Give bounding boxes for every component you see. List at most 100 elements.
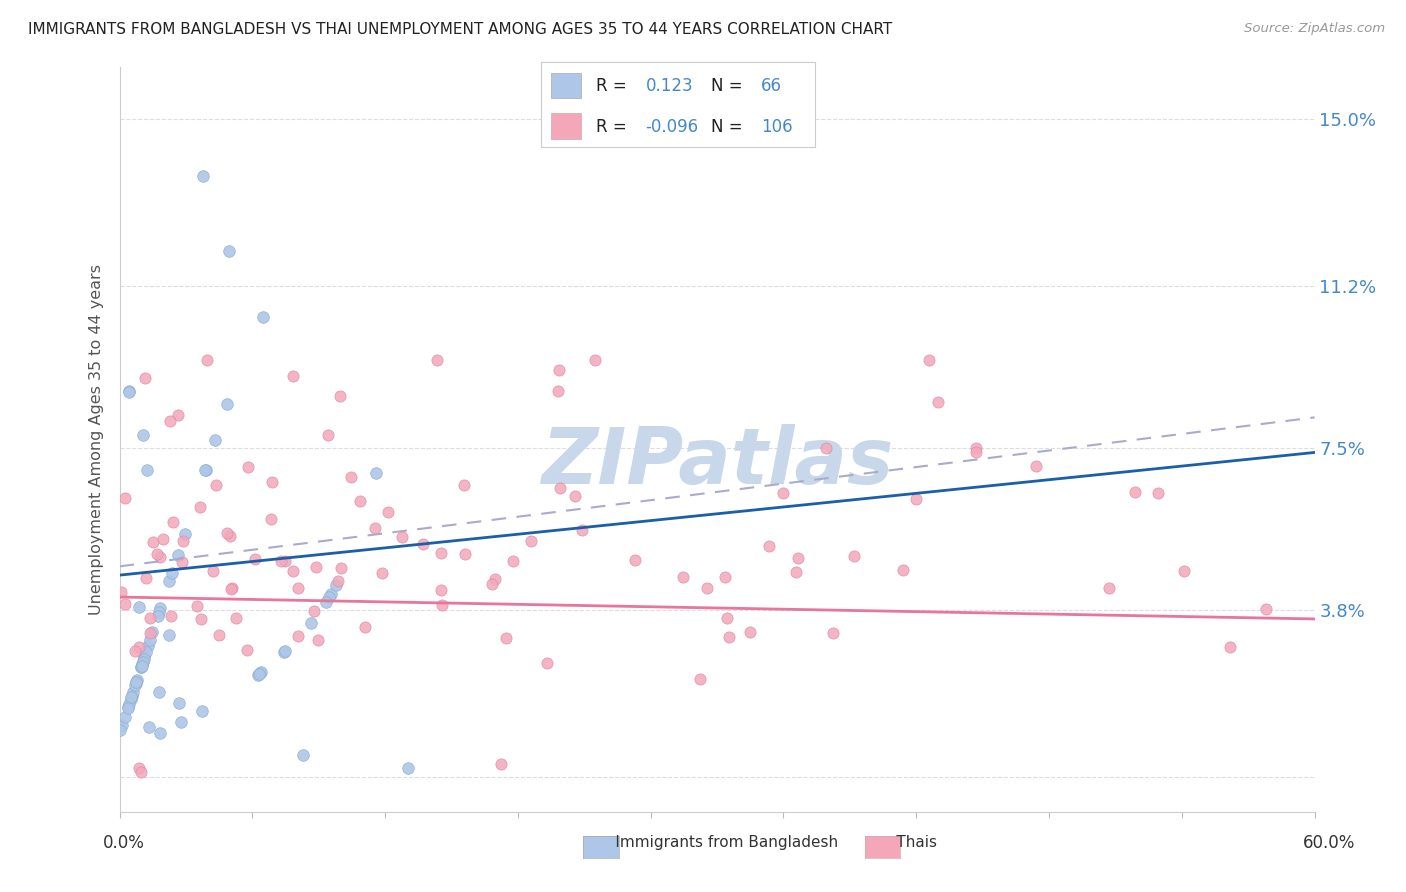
Point [152, 532, 174, 546]
Point [208, 628, 231, 642]
Point [114, 597, 136, 611]
Point [305, 559, 328, 574]
Point [315, 595, 337, 609]
Text: -0.096: -0.096 [645, 118, 699, 136]
Point [160, 566, 183, 580]
Point [162, 516, 184, 530]
Point [159, 609, 181, 624]
Point [132, 428, 155, 442]
Point [139, 625, 162, 640]
Point [536, 656, 558, 670]
Point [131, 658, 153, 673]
Point [218, 244, 240, 258]
Point [274, 553, 297, 567]
Point [502, 554, 524, 568]
Point [194, 462, 217, 476]
Point [124, 678, 146, 692]
Point [238, 459, 260, 474]
Point [495, 632, 517, 646]
Point [548, 481, 571, 495]
Text: N =: N = [711, 78, 748, 95]
Point [124, 644, 146, 658]
Point [283, 565, 305, 579]
Point [316, 428, 339, 442]
Point [823, 626, 845, 640]
Point [1025, 458, 1047, 473]
Point [118, 385, 141, 400]
Point [121, 689, 143, 703]
Point [299, 615, 322, 630]
Text: IMMIGRANTS FROM BANGLADESH VS THAI UNEMPLOYMENT AMONG AGES 35 TO 44 YEARS CORREL: IMMIGRANTS FROM BANGLADESH VS THAI UNEMP… [28, 22, 893, 37]
Y-axis label: Unemployment Among Ages 35 to 44 years: Unemployment Among Ages 35 to 44 years [89, 264, 104, 615]
Point [302, 604, 325, 618]
Point [453, 478, 475, 492]
Point [1147, 486, 1170, 500]
Point [250, 665, 273, 679]
Point [260, 512, 283, 526]
Point [339, 470, 361, 484]
Point [218, 529, 240, 543]
Point [142, 534, 165, 549]
Point [318, 591, 340, 605]
Text: ZIPatlas: ZIPatlas [541, 424, 893, 500]
Point [120, 690, 142, 705]
Point [129, 660, 152, 674]
Point [758, 539, 780, 553]
Text: 0.0%: 0.0% [103, 834, 145, 852]
Point [131, 657, 153, 671]
Text: 60.0%: 60.0% [1302, 834, 1355, 852]
Text: 0.123: 0.123 [645, 78, 693, 95]
Text: R =: R = [596, 78, 633, 95]
Point [117, 699, 139, 714]
Point [321, 587, 343, 601]
Point [236, 642, 259, 657]
Point [772, 486, 794, 500]
Point [128, 640, 150, 655]
Point [202, 564, 225, 578]
Point [243, 551, 266, 566]
Point [145, 547, 167, 561]
Point [1098, 581, 1121, 595]
Point [429, 546, 451, 560]
Point [139, 632, 162, 647]
Point [583, 353, 606, 368]
Point [696, 581, 718, 595]
Point [547, 363, 569, 377]
Point [1125, 484, 1147, 499]
Point [149, 550, 172, 565]
Point [125, 673, 148, 688]
Point [186, 599, 208, 613]
Point [195, 353, 218, 368]
Point [167, 548, 190, 562]
Point [125, 674, 148, 689]
Point [138, 720, 160, 734]
Point [172, 533, 194, 548]
Point [188, 500, 211, 514]
Point [842, 549, 865, 563]
Point [252, 310, 274, 324]
Point [132, 652, 155, 666]
Point [281, 369, 304, 384]
Point [329, 389, 352, 403]
Point [740, 625, 762, 640]
Point [114, 491, 136, 506]
Point [785, 565, 807, 579]
Point [1173, 564, 1195, 578]
Point [146, 608, 169, 623]
Text: Immigrants from Bangladesh: Immigrants from Bangladesh [591, 836, 838, 850]
Point [215, 397, 238, 411]
Point [273, 645, 295, 659]
Text: N =: N = [711, 118, 748, 136]
Point [190, 611, 212, 625]
Point [454, 547, 477, 561]
Point [247, 667, 270, 681]
Point [136, 463, 159, 477]
Point [169, 697, 191, 711]
Point [221, 581, 243, 595]
Point [122, 684, 145, 698]
Point [172, 555, 194, 569]
Point [370, 566, 392, 581]
Point [191, 169, 215, 184]
Point [149, 725, 172, 739]
Point [120, 691, 142, 706]
